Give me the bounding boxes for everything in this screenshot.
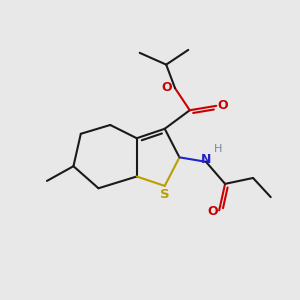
Text: O: O — [218, 99, 228, 112]
Text: O: O — [161, 81, 172, 94]
Text: N: N — [201, 153, 212, 166]
Text: O: O — [207, 205, 218, 218]
Text: H: H — [214, 143, 223, 154]
Text: S: S — [160, 188, 169, 201]
